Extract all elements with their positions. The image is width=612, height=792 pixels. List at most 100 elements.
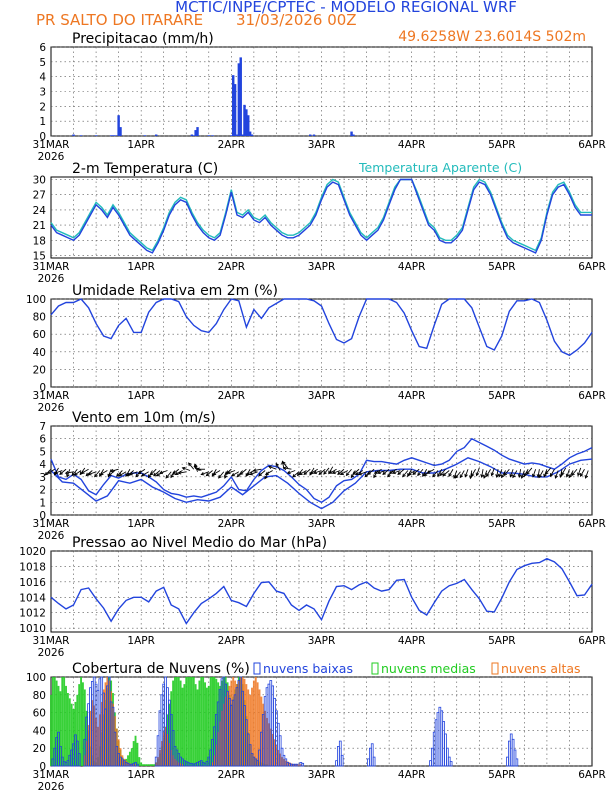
wind-arrow-head xyxy=(486,473,490,477)
wind-arrow-head xyxy=(480,474,484,479)
cloud-bar-nuvens-medias xyxy=(209,677,212,766)
wind-arrow xyxy=(201,471,209,475)
wind-arrow xyxy=(377,470,386,474)
wind-arrow-head xyxy=(373,474,377,479)
cloud-bar-nuvens-medias xyxy=(174,677,176,766)
wind-arrow-head xyxy=(108,472,112,477)
wind-arrow-head xyxy=(177,470,182,475)
wind-arrow xyxy=(138,468,146,475)
wind-arrow-head xyxy=(193,466,198,470)
cloud-bar-nuvens-altas xyxy=(112,703,114,766)
clouds-xtick-label: 4APR xyxy=(398,769,426,781)
humidity-xtick-label: 1APR xyxy=(127,390,155,402)
wind-arrow-head xyxy=(382,471,387,475)
cloud-bar-nuvens-baixas xyxy=(295,763,299,767)
cloud-bar-nuvens-altas xyxy=(243,678,246,766)
humidity-title: Umidade Relativa em 2m (%) xyxy=(72,283,278,299)
humidity-xtick-label: 31MAR xyxy=(33,390,70,402)
wind-arrow-head xyxy=(99,473,103,477)
wind-arrow-head xyxy=(80,470,85,474)
pressure-ytick-label: 1014 xyxy=(19,592,46,604)
wind-arrow xyxy=(402,470,409,477)
wind-arrow xyxy=(509,469,514,477)
wind-arrow xyxy=(212,470,221,475)
temperature-legend-aparente: Temperatura Aparente (C) xyxy=(358,160,522,175)
wind-arrow-head xyxy=(442,472,447,477)
wind-arrow-head xyxy=(298,471,303,475)
humidity-frame xyxy=(50,298,593,388)
cloud-bar-nuvens-medias xyxy=(55,680,58,766)
wind-arrow xyxy=(337,468,345,475)
cloud-bar-nuvens-altas xyxy=(298,764,300,766)
wind-arrow-head xyxy=(331,470,336,475)
cloud-legend-swatch xyxy=(253,662,261,675)
wind-arrow-head xyxy=(249,471,254,476)
precip-bar xyxy=(352,134,355,136)
cloud-bar-nuvens-medias xyxy=(65,685,67,766)
wind-xtick-label: 3APR xyxy=(308,518,336,530)
wind-arrow-head xyxy=(165,474,170,479)
wind-ytick-label: 6 xyxy=(39,434,46,446)
cloud-bar-nuvens-altas xyxy=(130,764,133,766)
wind-arrow xyxy=(437,469,443,477)
cloud-legend-swatch xyxy=(371,662,379,675)
precip-bar xyxy=(72,134,75,136)
cloud-bar-nuvens-medias xyxy=(202,677,205,766)
wind-arrow-head xyxy=(501,474,505,479)
wind-arrow xyxy=(486,469,491,477)
wind-xtick-label: 2APR xyxy=(218,518,246,530)
pressure-xtick-label: 1APR xyxy=(127,635,155,647)
cloud-bar-nuvens-altas xyxy=(97,726,99,766)
wind-arrow xyxy=(469,470,473,479)
wind-arrow-head xyxy=(224,471,229,475)
cloud-bar-nuvens-altas xyxy=(100,701,103,766)
precip-bar xyxy=(250,134,254,136)
precip-bar xyxy=(309,134,312,136)
wind-arrow-head xyxy=(454,474,459,479)
pressure-ytick-label: 1010 xyxy=(19,623,46,635)
wind-arrow xyxy=(358,471,367,475)
cloud-bar-nuvens-medias xyxy=(190,677,193,766)
precip-xtick-label: 6APR xyxy=(578,139,606,151)
wind-arrow-head xyxy=(212,471,217,475)
precip-xtick-label: 31MAR xyxy=(33,139,70,151)
precip-bar xyxy=(237,63,241,136)
humidity-xtick-label: 3APR xyxy=(308,390,336,402)
wind-xtick-label: 31MAR xyxy=(33,518,70,530)
precip-bar xyxy=(235,134,239,136)
temperature-xtick-label: 4APR xyxy=(398,261,426,273)
cloud-bar-nuvens-altas xyxy=(219,721,222,766)
wind-arrow xyxy=(323,467,330,475)
wind-arrow xyxy=(382,468,390,475)
cloud-bar-nuvens-altas xyxy=(258,689,261,766)
temperature-ytick-label: 27 xyxy=(33,190,46,202)
temperature-series-aparente xyxy=(50,178,592,252)
wind-arrow xyxy=(571,468,578,476)
wind-arrow xyxy=(521,470,525,479)
cloud-bar-nuvens-altas xyxy=(251,687,253,766)
temperature-title: 2-m Temperatura (C) xyxy=(72,161,218,177)
wind-arrow-head xyxy=(517,474,522,479)
wind-arrow-head xyxy=(490,472,495,477)
cloud-bar-nuvens-altas xyxy=(226,691,229,766)
temperature-xtick-label: 31MAR xyxy=(33,261,70,273)
wind-arrow xyxy=(512,470,518,478)
wind-arrow-head xyxy=(188,462,192,467)
wind-arrow-head xyxy=(388,470,393,474)
temperature-xtick-label: 3APR xyxy=(308,261,336,273)
wind-arrow-head xyxy=(423,472,428,477)
wind-arrow-head xyxy=(59,471,63,475)
wind-arrow xyxy=(303,468,311,475)
wind-arrow-head xyxy=(153,472,157,477)
temperature-ytick-label: 24 xyxy=(33,205,47,217)
cloud-bar-nuvens-altas xyxy=(102,689,105,766)
cloud-bar-nuvens-medias xyxy=(53,677,56,766)
wind-arrow xyxy=(481,469,484,478)
clouds-year-label: 2026 xyxy=(38,781,65,792)
precip-bar xyxy=(111,135,115,136)
wind-arrow xyxy=(340,470,349,475)
precip-bar xyxy=(350,131,353,136)
wind-arrow xyxy=(518,469,522,478)
